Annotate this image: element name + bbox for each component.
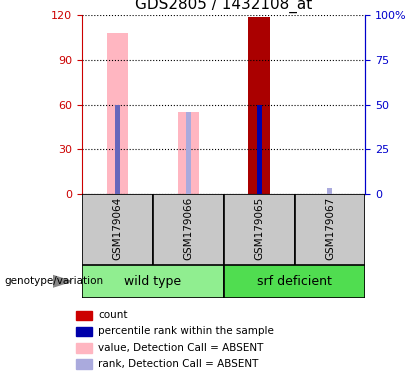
Text: srf deficient: srf deficient xyxy=(257,275,332,288)
Bar xyxy=(76,311,92,320)
Text: GSM179066: GSM179066 xyxy=(183,196,193,260)
Bar xyxy=(249,17,270,194)
Bar xyxy=(153,194,224,265)
Text: GSM179065: GSM179065 xyxy=(254,196,264,260)
Bar xyxy=(294,194,365,265)
Bar xyxy=(186,112,191,194)
Text: count: count xyxy=(98,310,128,320)
Bar xyxy=(82,194,153,265)
Bar xyxy=(328,188,333,194)
Bar xyxy=(178,112,199,194)
Text: rank, Detection Call = ABSENT: rank, Detection Call = ABSENT xyxy=(98,359,259,369)
Bar xyxy=(115,104,120,194)
Bar xyxy=(224,265,365,298)
Text: wild type: wild type xyxy=(124,275,181,288)
Bar xyxy=(224,194,294,265)
Title: GDS2805 / 1432108_at: GDS2805 / 1432108_at xyxy=(135,0,312,13)
Text: percentile rank within the sample: percentile rank within the sample xyxy=(98,326,274,336)
Bar xyxy=(257,104,262,194)
Text: GSM179064: GSM179064 xyxy=(112,196,122,260)
Bar xyxy=(76,327,92,336)
Bar xyxy=(76,359,92,369)
Bar xyxy=(82,265,224,298)
Polygon shape xyxy=(52,275,71,287)
Text: GSM179067: GSM179067 xyxy=(325,196,335,260)
Text: value, Detection Call = ABSENT: value, Detection Call = ABSENT xyxy=(98,343,264,353)
Bar xyxy=(76,343,92,353)
Text: genotype/variation: genotype/variation xyxy=(4,276,103,286)
Bar xyxy=(107,33,128,194)
